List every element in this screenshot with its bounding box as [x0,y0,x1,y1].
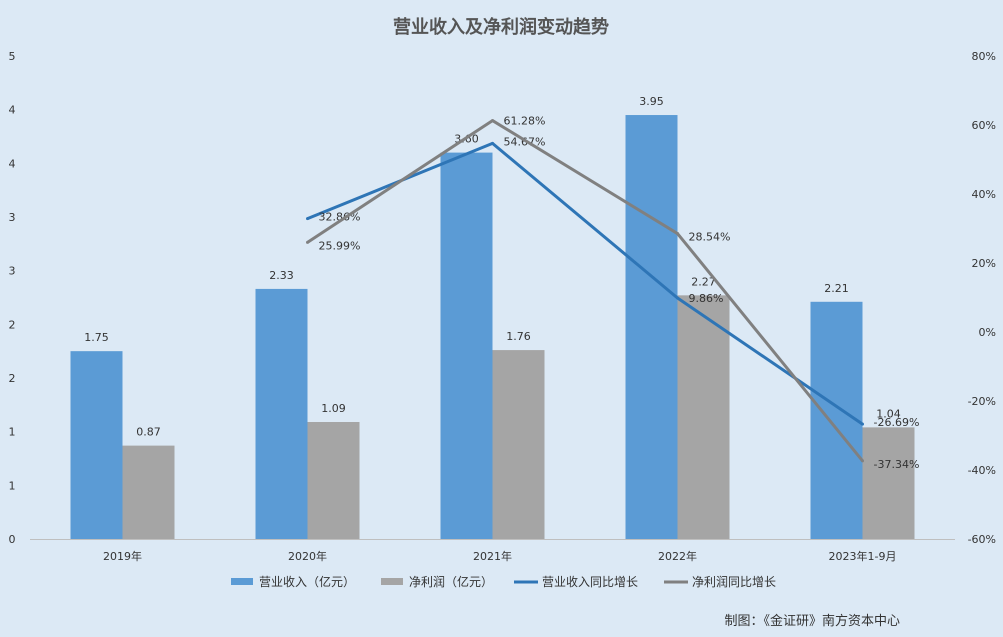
bar-net-profit [492,350,545,539]
bar-net-profit [122,445,175,539]
chart-credit: 制图：《金证研》南方资本中心 [724,614,900,629]
y-left-tick-label: 1 [9,426,16,439]
bar-data-label: 3.95 [639,95,664,108]
bar-data-label: 1.09 [321,402,346,415]
x-tick-label: 2021年 [473,549,512,563]
bar-net-profit [307,422,360,539]
legend-label: 营业收入同比增长 [542,575,638,589]
line-point [676,232,679,236]
line-point [676,296,679,300]
line-data-label: 54.67% [504,135,546,148]
y-right-tick-label: -60% [968,533,996,546]
line-data-label: -26.69% [874,416,920,429]
y-left-tick-label: 4 [9,157,16,170]
line-point [491,119,494,123]
line-data-label: -37.34% [874,458,920,471]
bar-data-label: 1.76 [506,330,531,343]
x-tick-label: 2019年 [103,549,142,563]
line-data-label: 61.28% [504,115,546,128]
y-left-tick-label: 4 [9,104,16,117]
bar-revenue [440,152,493,539]
bar-net-profit [677,295,730,539]
line-data-label: 9.86% [689,292,724,305]
bar-revenue [70,351,123,539]
y-left-tick-label: 2 [9,372,16,385]
x-tick-label: 2022年 [658,549,697,563]
legend-label: 营业收入（亿元） [259,574,355,589]
y-right-tick-label: 0% [979,326,996,339]
x-tick-label: 2023年1-9月 [829,549,897,563]
bar-data-label: 1.04 [876,407,901,420]
bar-data-label: 1.75 [84,331,109,344]
bar-data-label: 2.27 [691,275,716,288]
line-revenue-growth [306,141,864,426]
y-left-tick-label: 1 [9,479,16,492]
legend-swatch [231,578,253,585]
y-left-tick-label: 3 [9,265,16,278]
line-point [306,240,309,244]
line-point [861,459,864,463]
bar-revenue [255,288,308,539]
y-left-tick-label: 0 [9,533,16,546]
bar-data-label: 2.33 [269,269,294,282]
y-left-tick-label: 5 [9,50,16,63]
line-data-label: 25.99% [319,239,361,252]
line-point [861,422,864,426]
y-right-tick-label: -20% [968,395,996,408]
bar-net-profit [862,427,915,539]
line-data-label: 28.54% [689,231,731,244]
line-point [491,141,494,145]
line-point [306,217,309,221]
chart-title: 营业收入及净利润变动趋势 [393,16,609,38]
y-right-tick-label: 60% [972,119,996,132]
bar-revenue [625,115,678,540]
y-right-tick-label: -40% [968,464,996,477]
y-right-tick-label: 20% [972,257,996,270]
legend-label: 净利润（亿元） [409,574,493,589]
y-left-tick-label: 3 [9,211,16,224]
y-right-tick-label: 80% [972,50,996,63]
y-left-tick-label: 2 [9,318,16,331]
x-tick-label: 2020年 [288,549,327,563]
bar-data-label: 2.21 [824,282,849,295]
bar-data-label: 0.87 [136,426,161,439]
y-right-tick-label: 40% [972,188,996,201]
bar-revenue [810,301,863,539]
legend-label: 净利润同比增长 [692,575,776,589]
line-net-profit-growth [306,119,864,462]
legend-swatch [381,578,403,585]
